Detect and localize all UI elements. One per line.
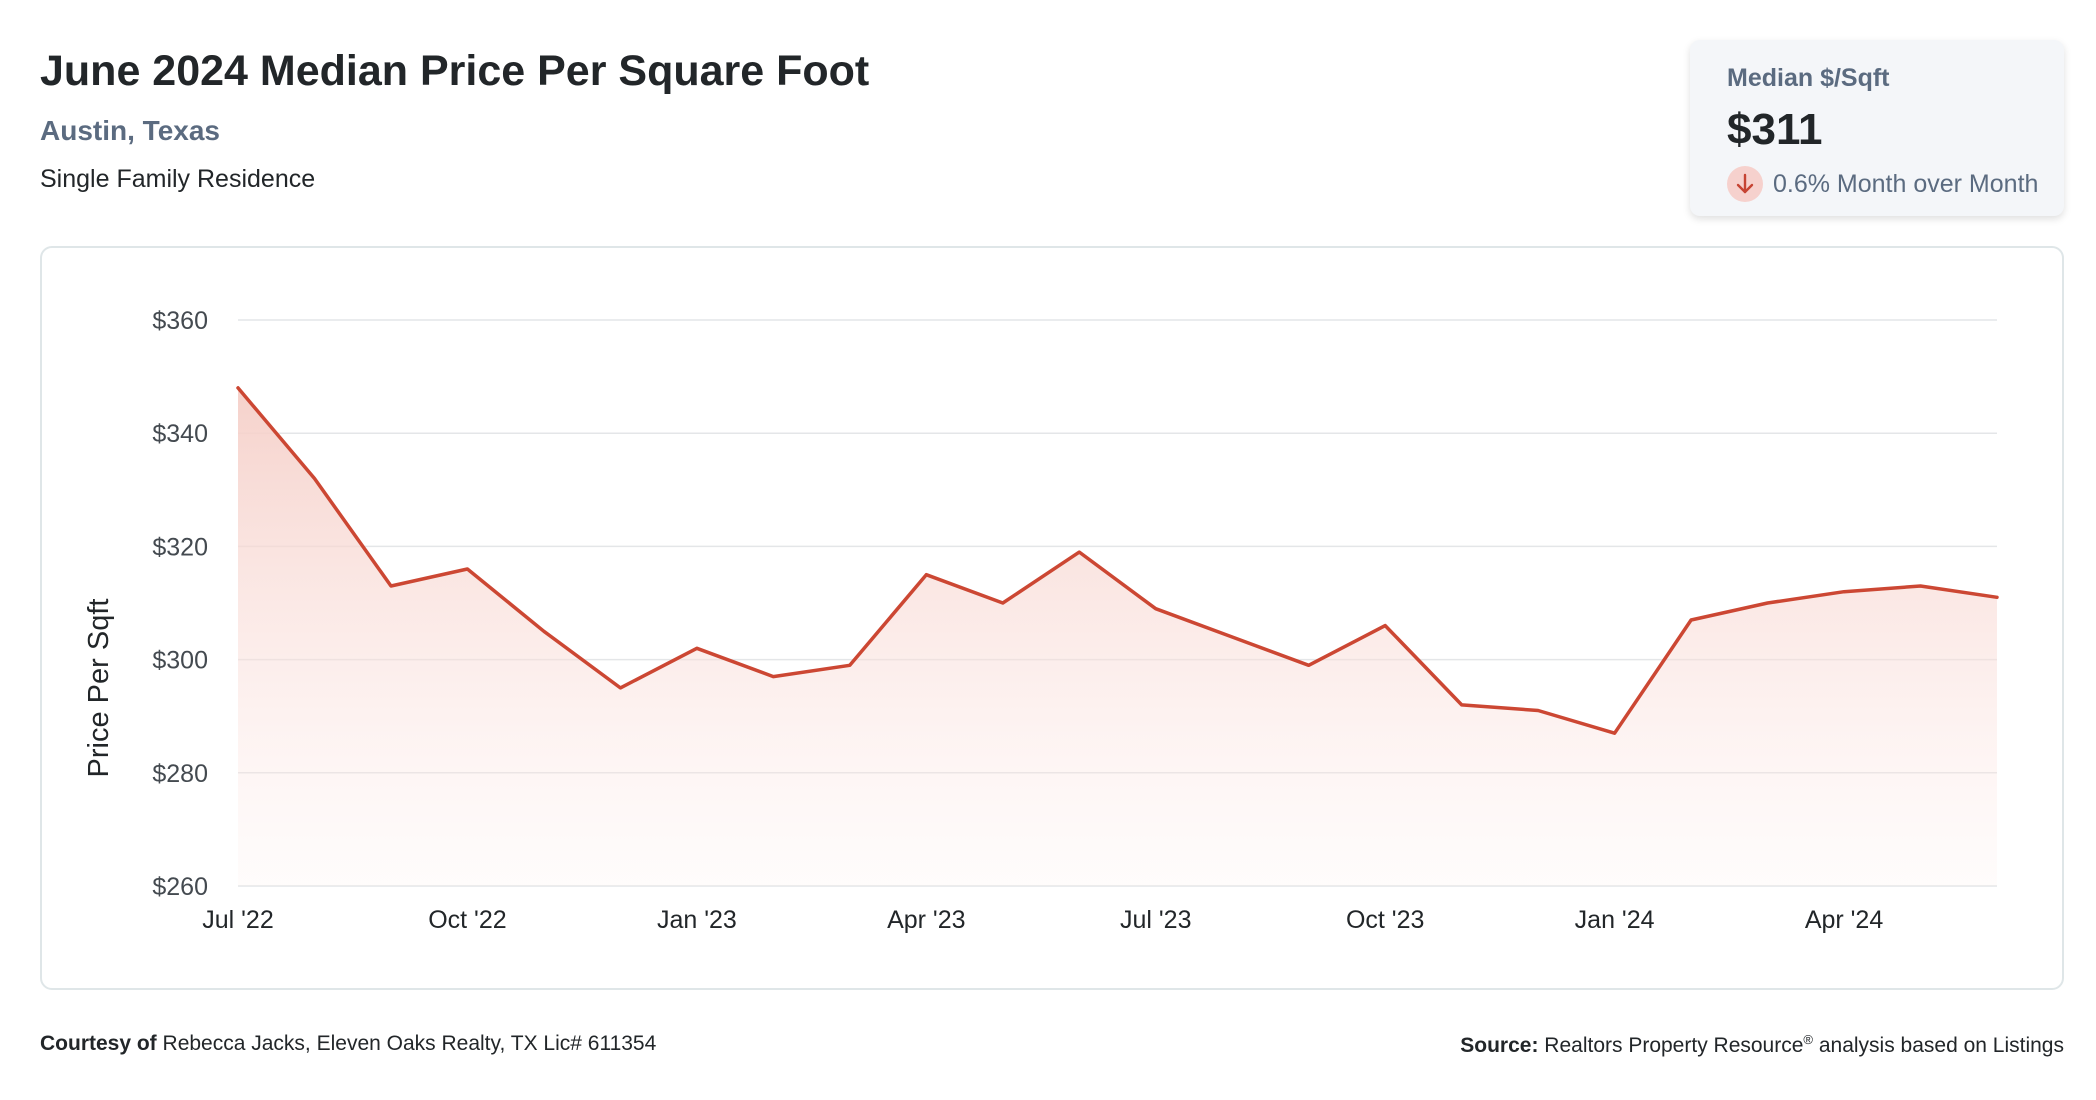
registered-mark: ® [1803,1032,1813,1047]
y-tick-label: $280 [152,760,208,788]
location-subtitle: Austin, Texas [40,115,220,146]
footer-courtesy: Courtesy of Rebecca Jacks, Eleven Oaks R… [40,1032,656,1056]
stat-value: $311 [1727,105,1823,154]
stat-change: 0.6% Month over Month [1727,166,2064,202]
data-point [1077,550,1081,554]
data-point [1766,601,1770,605]
x-tick-label: Jul '23 [1120,906,1191,934]
property-type-label: Single Family Residence [40,165,316,193]
x-tick-label: Oct '23 [1346,906,1424,934]
y-axis-ticks: $260 $280 $300 $320 $340 $360 [152,307,208,901]
source-text: Realtors Property Resource [1544,1034,1804,1057]
median-stat-card: Median $/Sqft $311 0.6% Month over Month [1690,40,2064,216]
page-title: June 2024 Median Price Per Square Foot [40,47,870,95]
footer-source: Source: Realtors Property Resource® anal… [1460,1032,2064,1058]
data-point [236,386,240,390]
x-tick-label: Jan '23 [657,906,737,934]
data-point [1995,595,1999,599]
x-axis-ticks: Jul '22 Oct '22 Jan '23 Apr '23 Jul '23 Oct '… [202,906,1883,934]
courtesy-label: Courtesy of [40,1032,157,1055]
stat-label: Median $/Sqft [1727,64,1890,92]
x-tick-label: Oct '22 [428,906,506,934]
data-point [618,686,622,690]
chart-card: $260 $280 $300 $320 $340 $360 Jul '22 Oct '22 J… [40,246,2064,990]
data-point [1383,624,1387,628]
data-point [1230,635,1234,639]
y-tick-label: $300 [152,647,208,675]
source-text-suffix: analysis based on Listings [1813,1034,2064,1057]
data-point [1613,731,1617,735]
y-tick-label: $360 [152,307,208,335]
x-tick-label: Jan '24 [1575,906,1655,934]
data-point [1689,618,1693,622]
data-point [848,663,852,667]
data-point [465,567,469,571]
data-point [1842,590,1846,594]
x-tick-label: Jul '22 [202,906,273,934]
y-axis-label: Price Per Sqft [83,599,115,778]
data-point [771,675,775,679]
area-fill [238,387,1997,886]
y-tick-label: $320 [152,533,208,561]
price-per-sqft-chart: $260$280$300$320$340$360 Jul '22 Oct '22 J… [83,307,1999,934]
data-point [542,629,546,633]
header: June 2024 Median Price Per Square Foot A… [40,44,869,194]
stat-change-text: 0.6% Month over Month [1773,169,2039,198]
data-point [1536,709,1540,713]
data-point [1001,601,1005,605]
data-point [1154,607,1158,611]
source-label: Source: [1460,1034,1539,1057]
y-tick-label: $340 [152,420,208,448]
courtesy-text: Rebecca Jacks, Eleven Oaks Realty, TX Li… [162,1032,657,1055]
x-tick-label: Apr '24 [1805,906,1884,934]
data-point [312,476,316,480]
data-point [1919,584,1923,588]
data-point [389,584,393,588]
data-point [1307,663,1311,667]
series-line [236,386,1999,735]
data-point [695,646,699,650]
arrow-down-icon [1727,166,1763,202]
x-tick-label: Apr '23 [887,906,965,934]
y-tick-label: $260 [152,873,208,901]
data-point [1460,703,1464,707]
data-point [924,573,928,577]
